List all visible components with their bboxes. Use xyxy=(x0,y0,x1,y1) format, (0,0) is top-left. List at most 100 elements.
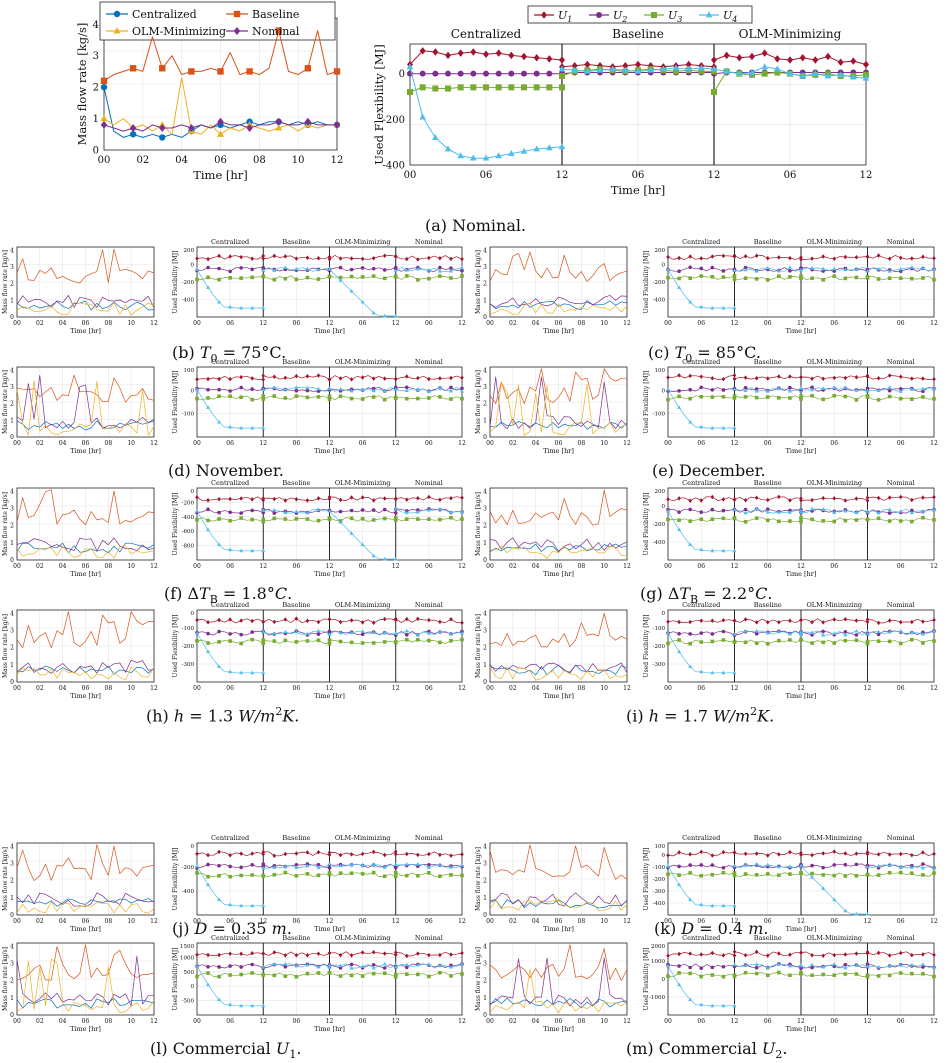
tick-label: -200 xyxy=(653,522,666,528)
data-point xyxy=(799,516,803,520)
data-point xyxy=(415,962,420,967)
data-point xyxy=(821,376,825,381)
data-point xyxy=(865,386,870,391)
x-axis-label: Time [hr] xyxy=(786,447,817,455)
data-point xyxy=(876,516,881,521)
tick-label: 12 xyxy=(930,320,938,327)
tick-label: 08 xyxy=(105,563,113,570)
data-point xyxy=(721,1003,726,1008)
data-point xyxy=(754,269,759,273)
data-point xyxy=(787,864,792,868)
data-point xyxy=(393,496,398,501)
data-point xyxy=(810,387,815,392)
tick-label: 08 xyxy=(578,918,586,925)
data-point xyxy=(736,70,743,77)
tick-label: 00 xyxy=(664,563,672,570)
data-point xyxy=(732,953,737,958)
data-point xyxy=(349,388,354,393)
data-point xyxy=(305,255,310,260)
tick-label: 06 xyxy=(897,1018,905,1025)
data-point xyxy=(677,873,681,877)
data-point xyxy=(393,518,398,522)
data-point xyxy=(921,619,925,624)
data-point xyxy=(677,285,682,289)
data-point xyxy=(776,386,781,391)
data-point xyxy=(250,630,255,634)
data-point xyxy=(673,68,679,75)
data-point xyxy=(272,973,277,978)
tick-label: -200 xyxy=(383,115,405,126)
data-point xyxy=(261,496,266,501)
tick-label: 12 xyxy=(150,1018,158,1025)
y-axis-label: Used Flexibility [MJ] xyxy=(172,615,179,678)
data-point xyxy=(832,375,837,381)
data-point xyxy=(932,518,936,522)
data-point xyxy=(699,547,704,552)
data-point xyxy=(898,962,903,967)
tick-label: 04 xyxy=(59,1018,67,1025)
section-title: Nominal xyxy=(415,238,443,246)
tick-label: 06 xyxy=(226,918,234,925)
section-title: Baseline xyxy=(282,934,310,942)
data-point xyxy=(228,1002,233,1007)
data-point xyxy=(305,953,310,958)
data-point xyxy=(821,519,825,523)
y-axis-label: Used Flexibility [MJ] xyxy=(643,493,650,556)
series-line xyxy=(16,958,155,1013)
data-point xyxy=(854,618,859,623)
data-point xyxy=(666,963,670,968)
data-point xyxy=(843,518,848,523)
section-title: Baseline xyxy=(754,934,782,942)
data-point xyxy=(416,616,420,622)
data-point xyxy=(460,863,464,867)
tick-label: 06 xyxy=(82,320,90,327)
data-point xyxy=(283,617,288,622)
series-line xyxy=(16,248,155,284)
data-point xyxy=(460,962,464,966)
data-point xyxy=(217,849,221,855)
section-title: Nominal xyxy=(415,358,443,366)
data-point xyxy=(216,130,225,137)
data-point xyxy=(721,548,726,553)
data-point xyxy=(876,964,881,969)
data-point xyxy=(261,619,266,625)
data-point xyxy=(721,953,726,958)
data-point xyxy=(677,971,681,975)
data-point xyxy=(438,256,442,261)
data-point xyxy=(688,632,692,636)
data-point xyxy=(228,496,232,502)
data-point xyxy=(754,949,759,955)
data-point xyxy=(250,387,255,391)
data-point xyxy=(195,256,199,261)
data-point xyxy=(688,299,693,304)
data-point xyxy=(743,862,748,867)
data-point xyxy=(483,84,489,91)
series-line xyxy=(16,300,155,311)
data-point xyxy=(743,629,748,633)
caption-c: (c) T0 = 85°C. xyxy=(648,343,761,366)
data-point xyxy=(887,963,892,968)
data-point xyxy=(393,274,398,279)
data-point xyxy=(865,268,870,273)
data-point xyxy=(898,629,903,633)
data-point xyxy=(206,882,211,887)
data-point xyxy=(777,255,781,260)
data-point xyxy=(275,124,283,131)
data-point xyxy=(821,254,825,259)
data-point xyxy=(272,511,277,515)
data-point xyxy=(799,632,803,637)
data-point xyxy=(100,120,108,129)
data-point xyxy=(360,632,365,637)
data-point xyxy=(404,388,409,393)
series-line xyxy=(489,968,628,1014)
data-point xyxy=(415,266,420,271)
data-point xyxy=(261,268,266,272)
data-point xyxy=(460,620,464,625)
tick-label: 04 xyxy=(59,320,67,327)
y-axis-label: Mass flow rate [kg/s] xyxy=(2,250,9,314)
data-point xyxy=(832,973,837,978)
data-point xyxy=(371,965,376,970)
tick-label: 06 xyxy=(425,563,433,570)
data-point xyxy=(754,628,759,633)
data-point xyxy=(666,397,670,402)
